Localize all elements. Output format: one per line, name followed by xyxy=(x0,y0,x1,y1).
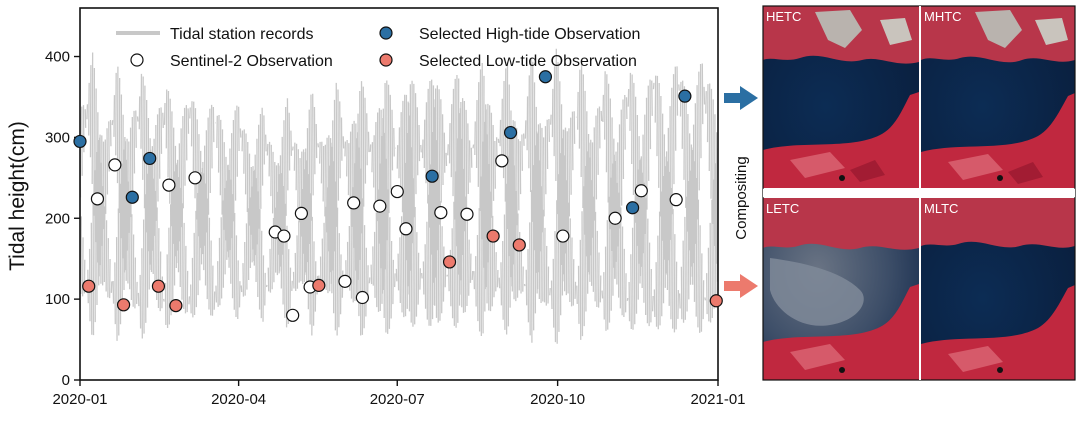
sentinel2-point xyxy=(347,196,361,210)
high-tide-point xyxy=(678,89,692,103)
sentinel2-point xyxy=(556,229,570,243)
composite-letc-image xyxy=(763,198,919,380)
high-tide-point xyxy=(625,201,640,215)
sentinel2-point xyxy=(634,184,648,198)
legend-swatch-sentinel2 xyxy=(130,53,144,67)
high-tide-point xyxy=(425,169,439,183)
high-tide-point xyxy=(73,134,87,149)
high-tide-point xyxy=(503,125,518,140)
high-tide-point xyxy=(143,151,157,166)
high-tide-point xyxy=(538,70,553,84)
x-tick-label: 2020-04 xyxy=(211,391,266,408)
low-tide-point xyxy=(169,299,183,313)
low-tide-point xyxy=(709,294,723,308)
x-tick-label: 2020-07 xyxy=(370,391,425,408)
sentinel2-point xyxy=(495,154,509,168)
composite-hetc-image xyxy=(763,6,919,188)
plot-frame xyxy=(79,7,719,381)
y-tick-label: 0 xyxy=(62,372,70,389)
sentinel2-point xyxy=(399,222,413,236)
sentinel2-point xyxy=(286,308,300,322)
sentinel2-point xyxy=(460,207,474,221)
composite-image-grid: HETC MHTC LETC MLTC xyxy=(762,5,1076,381)
sentinel2-point xyxy=(390,184,404,199)
legend-label-high-tide: Selected High-tide Observation xyxy=(419,26,640,43)
sentinel2-point xyxy=(338,274,352,288)
low-tide-arrow xyxy=(724,274,758,298)
composite-mhtc-image xyxy=(921,6,1075,188)
y-tick-label: 400 xyxy=(45,49,70,66)
x-tick-label: 2021-01 xyxy=(690,391,745,408)
compositing-label: Compositing xyxy=(733,156,750,239)
sentinel2-point xyxy=(373,199,387,213)
x-tick-label: 2020-10 xyxy=(530,391,585,408)
observation-points xyxy=(73,70,723,322)
high-tide-point xyxy=(125,190,139,204)
sentinel2-point xyxy=(434,206,448,220)
sentinel2-point xyxy=(108,158,122,172)
composite-mltc-label: MLTC xyxy=(924,201,958,216)
composite-mhtc-label: MHTC xyxy=(924,9,962,24)
composite-letc-label: LETC xyxy=(766,201,799,216)
high-arrow-head xyxy=(740,86,758,110)
y-tick-label: 300 xyxy=(45,129,70,146)
low-tide-point xyxy=(116,298,131,312)
high-arrow-shaft xyxy=(724,93,742,103)
low-tide-point xyxy=(82,279,96,293)
legend-label-low-tide: Selected Low-tide Observation xyxy=(419,53,637,70)
low-tide-point xyxy=(312,278,326,292)
y-tick-label: 100 xyxy=(45,291,70,308)
sentinel2-point xyxy=(277,229,291,243)
sentinel2-point xyxy=(162,178,176,192)
y-axis-title: Tidal height(cm) xyxy=(6,121,29,271)
sentinel2-point xyxy=(188,171,202,185)
legend-label-sentinel2: Sentinel-2 Observation xyxy=(170,53,333,70)
sentinel2-point xyxy=(355,290,369,305)
low-tide-point xyxy=(442,255,457,269)
low-tide-point xyxy=(512,238,526,252)
low-arrow-shaft xyxy=(724,281,742,291)
legend-swatch-high-tide xyxy=(379,26,393,40)
low-tide-point xyxy=(486,229,500,243)
legend-label-tidal-records: Tidal station records xyxy=(170,26,313,43)
legend: Tidal station records Selected High-tide… xyxy=(116,26,640,70)
sentinel2-point xyxy=(90,192,105,206)
low-arrow-head xyxy=(740,274,758,298)
high-tide-arrow xyxy=(724,86,758,110)
sentinel2-point xyxy=(669,193,683,207)
composite-mltc-image xyxy=(921,198,1075,380)
low-tide-point xyxy=(151,279,166,293)
y-tick-label: 200 xyxy=(45,210,70,227)
x-axis: 2020-01 2020-04 2020-07 2020-10 2021-01 xyxy=(52,380,746,408)
composite-hetc-label: HETC xyxy=(766,9,801,24)
legend-swatch-low-tide xyxy=(379,53,393,67)
x-tick-label: 2020-01 xyxy=(52,391,107,408)
y-axis: 0 100 200 300 400 xyxy=(45,49,80,389)
sentinel2-point xyxy=(608,211,622,225)
sentinel2-point xyxy=(294,206,308,221)
